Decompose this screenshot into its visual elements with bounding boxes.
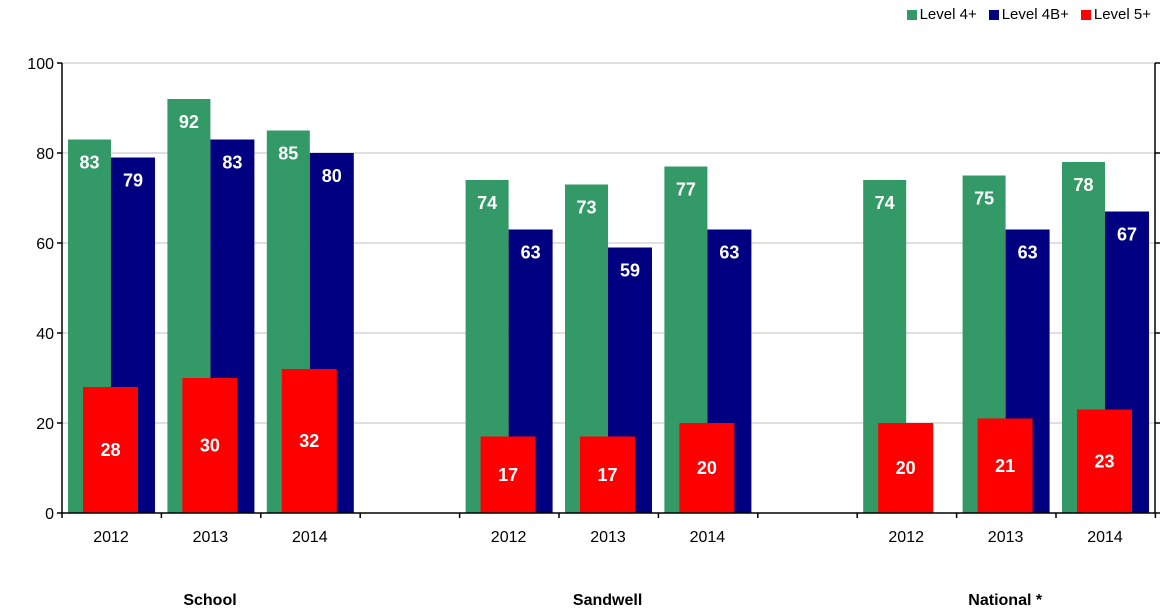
bar-level5	[1077, 409, 1132, 513]
data-label: 17	[498, 465, 518, 485]
x-tick-label: 2013	[193, 529, 229, 546]
legend-label-level4b: Level 4B+	[1001, 6, 1069, 23]
x-tick-label: 2013	[590, 529, 626, 546]
x-tick-label: 2014	[292, 529, 328, 546]
data-label: 67	[1117, 225, 1137, 245]
data-label: 74	[875, 193, 895, 213]
bar-level5	[580, 436, 635, 513]
data-label: 74	[477, 193, 497, 213]
data-label: 73	[576, 198, 596, 218]
legend-item-level5: Level 5+	[1080, 6, 1151, 23]
data-label: 83	[222, 153, 242, 173]
data-label: 63	[1018, 243, 1038, 263]
data-label: 92	[179, 112, 199, 132]
data-label: 59	[620, 261, 640, 281]
data-label: 20	[896, 458, 916, 478]
x-tick-label: 2012	[888, 529, 924, 546]
x-tick-label: 2013	[988, 529, 1024, 546]
data-label: 63	[719, 243, 739, 263]
data-label: 75	[974, 189, 994, 209]
data-label: 78	[1073, 175, 1093, 195]
data-label: 21	[995, 456, 1015, 476]
data-label: 83	[79, 153, 99, 173]
data-label: 77	[676, 180, 696, 200]
x-tick-label: 2012	[491, 529, 527, 546]
bar-level5	[679, 423, 735, 513]
group-label: National *	[968, 592, 1043, 609]
data-label: 32	[299, 431, 319, 451]
x-tick-label: 2014	[690, 529, 726, 546]
group-label: School	[183, 592, 236, 609]
y-tick-label: 60	[36, 236, 54, 253]
bar-level5	[281, 369, 337, 513]
data-label: 20	[697, 458, 717, 478]
legend-swatch-level4	[906, 9, 917, 20]
x-tick-label: 2014	[1087, 529, 1123, 546]
y-tick-label: 0	[45, 506, 54, 523]
data-label: 17	[597, 465, 617, 485]
data-label: 28	[100, 440, 120, 460]
legend: Level 4+ Level 4B+ Level 5+	[906, 6, 1151, 23]
legend-label-level4: Level 4+	[919, 6, 977, 23]
data-label: 30	[200, 436, 220, 456]
data-label: 23	[1094, 451, 1114, 471]
x-tick-label: 2012	[93, 529, 129, 546]
bar-level5	[480, 436, 536, 513]
bar-level5	[878, 423, 934, 513]
bar-level5	[182, 378, 238, 513]
data-label: 63	[521, 243, 541, 263]
legend-swatch-level4b	[988, 9, 999, 20]
legend-item-level4b: Level 4B+	[988, 6, 1069, 23]
data-label: 80	[322, 166, 342, 186]
legend-label-level5: Level 5+	[1093, 6, 1151, 23]
y-tick-label: 80	[36, 146, 54, 163]
y-tick-label: 20	[36, 416, 54, 433]
data-label: 79	[123, 171, 143, 191]
y-tick-label: 100	[27, 56, 54, 73]
group-label: Sandwell	[573, 592, 642, 609]
legend-swatch-level5	[1080, 9, 1091, 20]
bar-level5	[977, 418, 1033, 513]
data-label: 85	[278, 144, 298, 164]
y-tick-label: 40	[36, 326, 54, 343]
bar-level5	[83, 387, 138, 513]
legend-item-level4: Level 4+	[906, 6, 977, 23]
